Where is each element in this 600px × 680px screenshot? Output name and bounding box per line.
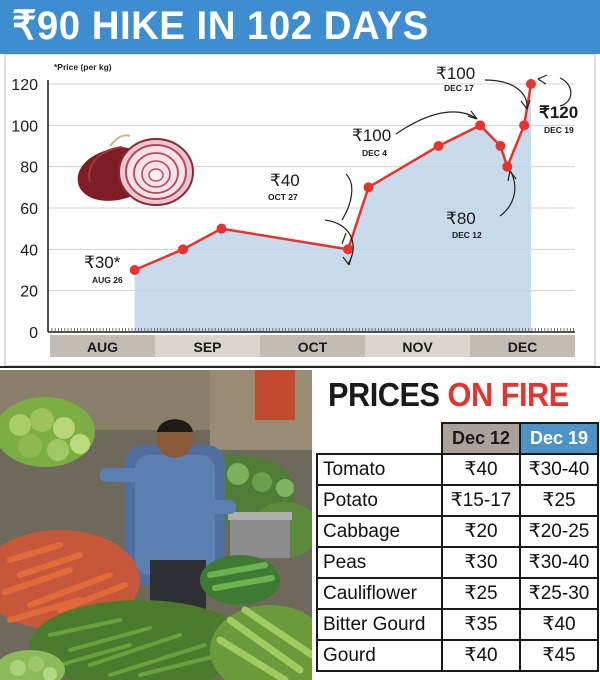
data-point xyxy=(525,79,536,89)
row-price-dec12: ₹30 xyxy=(441,546,521,579)
label-aug26-date: AUG 26 xyxy=(92,275,123,285)
table-row: Tomato ₹40 ₹30-40 xyxy=(316,453,599,486)
month-label: DEC xyxy=(508,339,538,355)
table-row: Gourd ₹40 ₹45 xyxy=(316,639,599,672)
row-price-dec12: ₹15-17 xyxy=(441,484,521,517)
row-item: Cauliflower xyxy=(316,577,443,610)
y-tick-label: 80 xyxy=(20,160,38,177)
label-dec4-value: ₹100 xyxy=(352,126,391,145)
data-point xyxy=(495,141,506,151)
headline-title: ₹90 HIKE IN 102 DAYS xyxy=(12,4,429,48)
area-shape xyxy=(134,84,531,332)
row-item: Cabbage xyxy=(316,515,443,548)
table-row: Bitter Gourd ₹35 ₹40 xyxy=(316,608,599,641)
y-tick-label: 40 xyxy=(20,242,38,259)
table-title-part1: PRICES xyxy=(328,376,440,413)
bottom-section: PRICES ON FIRE Dec 12 Dec 19 Tomato ₹40 … xyxy=(0,366,600,680)
row-item: Bitter Gourd xyxy=(316,608,443,641)
row-price-dec12: ₹25 xyxy=(441,577,521,610)
row-price-dec19: ₹20-25 xyxy=(519,515,599,548)
row-price-dec12: ₹20 xyxy=(441,515,521,548)
row-price-dec19: ₹25 xyxy=(519,484,599,517)
price-table: Dec 12 Dec 19 Tomato ₹40 ₹30-40 Potato ₹… xyxy=(316,422,599,672)
y-tick-label: 0 xyxy=(29,325,38,342)
month-label: OCT xyxy=(298,339,328,355)
row-price-dec19: ₹30-40 xyxy=(519,546,599,579)
price-points xyxy=(129,79,536,275)
data-point xyxy=(129,265,140,275)
row-item: Peas xyxy=(316,546,443,579)
data-point xyxy=(363,182,374,193)
table-row: Potato ₹15-17 ₹25 xyxy=(316,484,599,517)
headline-banner: ₹90 HIKE IN 102 DAYS xyxy=(0,0,600,54)
area-fill xyxy=(134,84,531,332)
row-price-dec19: ₹45 xyxy=(519,639,599,672)
label-dec12-value: ₹80 xyxy=(446,209,476,228)
label-oct27-value: ₹40 xyxy=(270,171,300,190)
row-item: Gourd xyxy=(316,639,443,672)
label-dec12-date: DEC 12 xyxy=(452,230,482,240)
row-price-dec12: ₹40 xyxy=(441,453,521,486)
month-label: NOV xyxy=(402,339,433,355)
month-label: SEP xyxy=(193,339,221,355)
table-title: PRICES ON FIRE xyxy=(328,376,569,414)
y-tick-label: 100 xyxy=(11,118,38,135)
table-header-row: Dec 12 Dec 19 xyxy=(317,422,599,455)
label-dec17-value: ₹100 xyxy=(436,64,475,83)
month-band xyxy=(50,335,155,357)
month-band xyxy=(365,335,470,357)
price-unit-note: *Price (per kg) xyxy=(54,62,112,72)
data-point xyxy=(433,141,444,151)
y-axis: 0 20 40 60 80 100 120 xyxy=(11,77,575,342)
table-row: Cauliflower ₹25 ₹25-30 xyxy=(316,577,599,610)
data-point xyxy=(343,244,354,255)
label-aug26-value: ₹30* xyxy=(84,253,121,272)
price-chart-svg: 0 20 40 60 80 100 120 AUG SEP OCT NOV DEC *Price (… xyxy=(0,54,600,366)
table-row: Peas ₹30 ₹30-40 xyxy=(316,546,599,579)
price-table-panel: PRICES ON FIRE Dec 12 Dec 19 Tomato ₹40 … xyxy=(314,368,600,680)
row-item: Tomato xyxy=(316,453,443,486)
row-price-dec12: ₹40 xyxy=(441,639,521,672)
month-band xyxy=(260,335,365,357)
data-point xyxy=(502,161,513,172)
y-tick-label: 120 xyxy=(11,77,38,94)
month-axis: AUG SEP OCT NOV DEC xyxy=(50,335,575,357)
row-price-dec12: ₹35 xyxy=(441,608,521,641)
row-price-dec19: ₹30-40 xyxy=(519,453,599,486)
label-dec17-date: DEC 17 xyxy=(444,83,474,93)
month-band xyxy=(470,335,575,357)
onion-icon xyxy=(77,134,194,206)
data-point xyxy=(178,244,188,255)
y-tick-label: 60 xyxy=(20,201,38,218)
label-dec19-value: ₹120 xyxy=(539,103,578,122)
annotation-labels: ₹30* AUG 26 ₹40 OCT 27 ₹100 DEC 4 ₹100 D… xyxy=(84,64,578,285)
table-title-part2: ON FIRE xyxy=(447,376,570,413)
label-dec19-date: DEC 19 xyxy=(544,125,574,135)
y-tick-label: 20 xyxy=(20,284,38,301)
header-dec12: Dec 12 xyxy=(441,422,521,455)
row-price-dec19: ₹40 xyxy=(519,608,599,641)
data-point xyxy=(475,120,486,131)
annotation-arrows xyxy=(324,74,572,266)
month-label: AUG xyxy=(87,339,118,355)
label-dec4-date: DEC 4 xyxy=(362,148,387,158)
data-point xyxy=(216,223,227,234)
table-row: Cabbage ₹20 ₹20-25 xyxy=(316,515,599,548)
price-chart: 0 20 40 60 80 100 120 AUG SEP OCT NOV DEC *Price (… xyxy=(0,54,600,366)
label-oct27-date: OCT 27 xyxy=(268,192,298,202)
header-dec19: Dec 19 xyxy=(519,422,599,455)
row-item: Potato xyxy=(316,484,443,517)
row-price-dec19: ₹25-30 xyxy=(519,577,599,610)
month-band xyxy=(155,335,260,357)
vendor-photo xyxy=(0,370,312,680)
data-point xyxy=(519,120,530,131)
header-blank xyxy=(317,423,443,455)
